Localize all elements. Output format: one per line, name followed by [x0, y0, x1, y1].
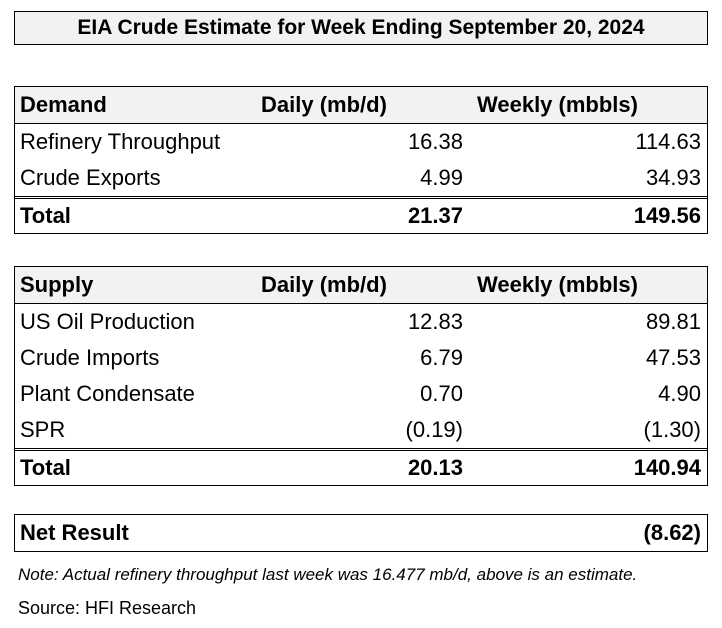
table-row: Refinery Throughput 16.38 114.63	[15, 124, 707, 160]
row-weekly-value: 4.90	[658, 381, 701, 406]
row-daily-value: 6.79	[420, 345, 463, 370]
total-weekly-value: 149.56	[633, 203, 701, 228]
row-daily-value: 4.99	[420, 165, 463, 190]
table-row: Crude Exports 4.99 34.93	[15, 160, 707, 196]
supply-header-label: Supply	[20, 272, 94, 297]
table-row: US Oil Production 12.83 89.81	[15, 304, 707, 340]
table-row: Plant Condensate 0.70 4.90	[15, 376, 707, 412]
row-weekly-value: 34.93	[645, 165, 701, 190]
row-label: Crude Exports	[20, 165, 161, 190]
demand-header-daily: Daily (mb/d)	[261, 92, 387, 117]
row-weekly-value: 89.81	[645, 309, 701, 334]
demand-header-row: Demand Daily (mb/d) Weekly (mbbls)	[15, 87, 707, 124]
net-result-value: (8.62)	[643, 520, 701, 545]
row-weekly-value: 47.53	[645, 345, 701, 370]
demand-header-weekly: Weekly (mbbls)	[477, 92, 638, 117]
supply-header-weekly: Weekly (mbbls)	[477, 272, 638, 297]
row-daily-value: (0.19)	[405, 417, 463, 442]
row-daily-value: 12.83	[407, 309, 463, 334]
row-label: Crude Imports	[20, 345, 160, 370]
row-daily-value: 16.38	[407, 129, 463, 154]
total-daily-value: 20.13	[407, 455, 463, 480]
row-label: US Oil Production	[20, 309, 195, 334]
table-row: Crude Imports 6.79 47.53	[15, 340, 707, 376]
row-label: SPR	[20, 417, 66, 442]
row-daily-value: 0.70	[420, 381, 463, 406]
footnote: Note: Actual refinery throughput last we…	[18, 565, 638, 584]
table-row: SPR (0.19) (1.30)	[15, 412, 707, 448]
net-result-label: Net Result	[20, 520, 129, 545]
demand-table: Demand Daily (mb/d) Weekly (mbbls) Refin…	[14, 86, 708, 234]
report-title: EIA Crude Estimate for Week Ending Septe…	[14, 11, 708, 45]
supply-header-row: Supply Daily (mb/d) Weekly (mbbls)	[15, 267, 707, 304]
supply-total-row: Total 20.13 140.94	[15, 448, 707, 485]
demand-header-label: Demand	[20, 92, 107, 117]
net-result-box: Net Result (8.62)	[14, 514, 708, 552]
source-credit: Source: HFI Research	[18, 598, 197, 618]
total-weekly-value: 140.94	[633, 455, 701, 480]
row-label: Refinery Throughput	[20, 129, 221, 154]
row-label: Plant Condensate	[20, 381, 195, 406]
total-label: Total	[20, 203, 71, 228]
total-label: Total	[20, 455, 71, 480]
supply-header-daily: Daily (mb/d)	[261, 272, 387, 297]
supply-table: Supply Daily (mb/d) Weekly (mbbls) US Oi…	[14, 266, 708, 486]
demand-total-row: Total 21.37 149.56	[15, 196, 707, 233]
row-weekly-value: (1.30)	[643, 417, 701, 442]
row-weekly-value: 114.63	[635, 129, 701, 154]
total-daily-value: 21.37	[407, 203, 463, 228]
